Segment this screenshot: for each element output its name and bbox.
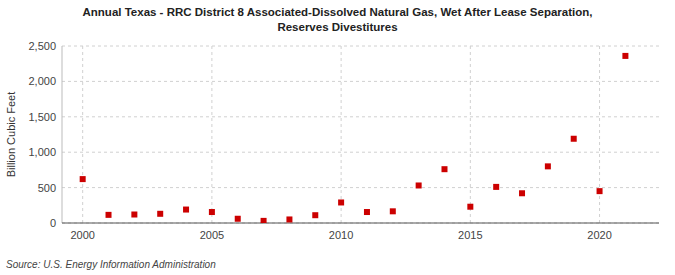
tick-label: 2020 <box>587 229 611 241</box>
grid-line <box>62 81 659 82</box>
point <box>157 211 163 217</box>
grid-line <box>62 152 659 153</box>
tick-label: 1,000 <box>28 146 56 158</box>
point <box>519 190 525 196</box>
grid-line <box>62 223 659 224</box>
point <box>441 166 447 172</box>
point <box>467 204 473 210</box>
point <box>571 136 577 142</box>
point <box>209 209 215 215</box>
point <box>597 188 603 194</box>
point <box>80 176 86 182</box>
grid-line <box>62 187 659 188</box>
points <box>80 53 629 223</box>
point <box>545 163 551 169</box>
point <box>622 53 628 59</box>
point <box>416 182 422 188</box>
tick-label: 2015 <box>458 229 482 241</box>
point <box>235 216 241 222</box>
point <box>131 212 137 218</box>
tick-label: 2000 <box>70 229 94 241</box>
grid <box>62 46 659 223</box>
point <box>390 208 396 214</box>
tick-label: 2005 <box>200 229 224 241</box>
tick-label: 2010 <box>329 229 353 241</box>
point <box>106 212 112 218</box>
tick-label: 0 <box>50 217 56 229</box>
point <box>493 184 499 190</box>
axis-label: Billion Cubic Feet <box>5 92 17 178</box>
grid-line <box>211 46 212 223</box>
grid-line <box>62 116 659 117</box>
tick-label: 2,000 <box>28 75 56 87</box>
point <box>286 216 292 222</box>
point <box>183 207 189 213</box>
point <box>312 212 318 218</box>
point <box>364 209 370 215</box>
tick-label: 1,500 <box>28 111 56 123</box>
grid-line <box>341 46 342 223</box>
y-axis-line <box>62 46 63 223</box>
x-axis: 2000 2005 2010 2015 2020 <box>62 223 659 241</box>
source: Source: U.S. Energy Information Administ… <box>6 259 216 270</box>
tick-label: 2,500 <box>28 40 56 52</box>
grid-line <box>62 46 659 47</box>
grid-line <box>599 46 600 223</box>
grid-line <box>470 46 471 223</box>
tick-label: 500 <box>38 182 56 194</box>
point <box>338 199 344 205</box>
x-axis-line <box>62 223 659 224</box>
title: Annual Texas - RRC District 8 Associated… <box>83 6 593 33</box>
grid-line <box>82 46 83 223</box>
chart: Annual Texas - RRC District 8 Associated… <box>0 0 675 275</box>
point <box>261 218 267 223</box>
y-axis: 0 500 1,000 1,500 2,000 2,500 <box>28 40 62 229</box>
